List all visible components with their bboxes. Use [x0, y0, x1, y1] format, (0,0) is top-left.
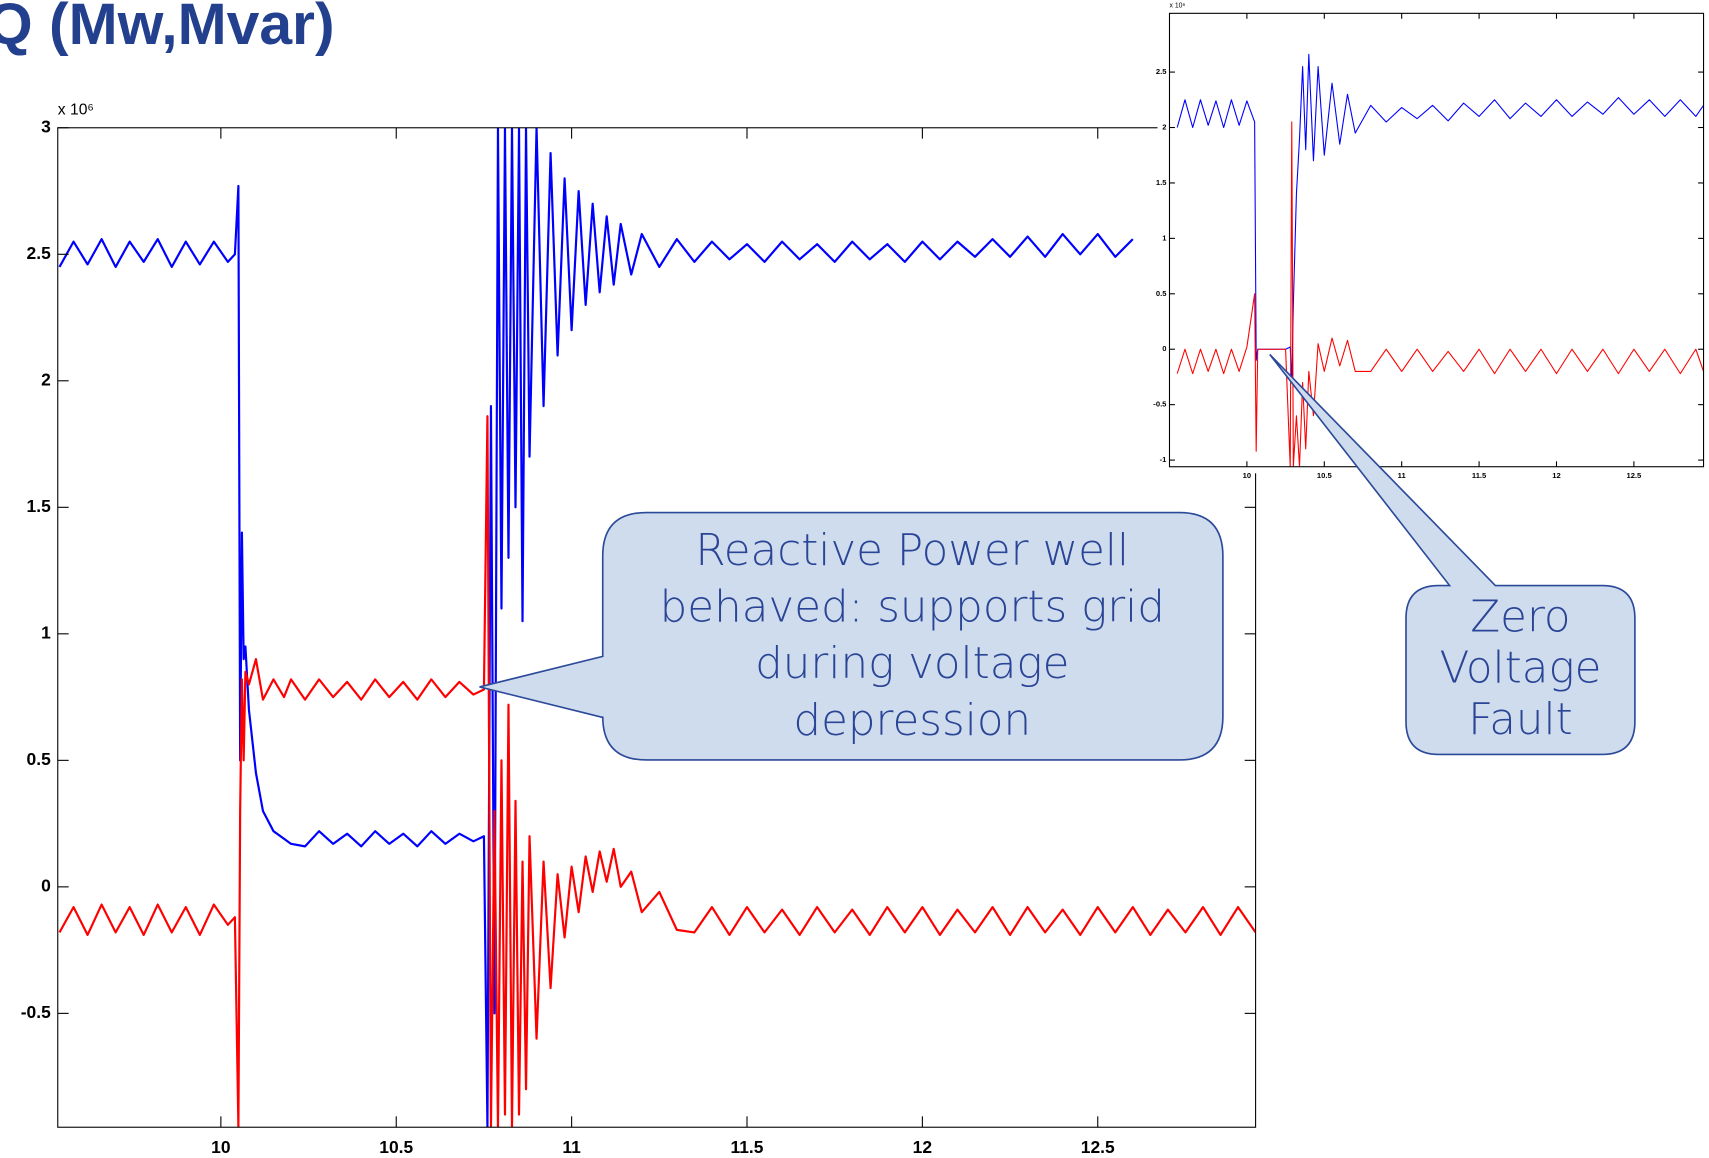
y-tick-label: 2.5	[27, 243, 52, 263]
main-chart: 10 10.5 11 11.5 12 12.5-0.500.511.522.53x 10⁶	[21, 101, 1257, 1157]
x-tick-label: 11.5	[1472, 471, 1487, 480]
y-scale-label: x 10⁶	[1169, 3, 1185, 10]
slide-title: Q (Mw,Mvar)	[0, 0, 335, 57]
inset-chart: 10 10.5 11 11.5 12 12.5-1-0.500.511.522.5x 10…	[1153, 3, 1705, 480]
inset-background	[1157, 0, 1709, 474]
y-tick-label: 2.5	[1156, 67, 1167, 76]
y-tick-label: 1.5	[27, 496, 52, 516]
data-line	[58, 415, 1256, 1128]
data-line	[1176, 121, 1704, 467]
x-tick-label: 12	[913, 1137, 932, 1157]
y-tick-label: 0.5	[27, 749, 52, 769]
y-scale-label: x 10⁶	[58, 101, 94, 118]
axes-frame	[1168, 12, 1705, 468]
y-tick-label: 2	[41, 369, 51, 389]
callout-text: Fault	[1468, 695, 1573, 745]
x-tick-label: 10.5	[1317, 471, 1333, 480]
x-tick-label: 12.5	[1626, 471, 1642, 480]
annotations: Reactive Power well behaved: supports gri…	[660, 526, 1602, 746]
callout-text: behaved: supports grid	[660, 583, 1165, 633]
y-tick-label: 2	[1162, 123, 1166, 132]
data-line	[1176, 53, 1704, 384]
y-tick-label: -0.5	[21, 1002, 51, 1022]
x-tick-label: 10.5	[379, 1137, 413, 1157]
data-line	[58, 127, 1134, 1128]
callout-text: depression	[793, 696, 1031, 746]
y-tick-label: 0	[41, 875, 51, 895]
y-tick-label: 1	[41, 622, 51, 642]
x-tick-label: 12.5	[1081, 1137, 1115, 1157]
x-tick-label: 10	[211, 1137, 230, 1157]
callout-bubble	[1269, 353, 1636, 756]
x-tick-label: 11	[562, 1137, 581, 1157]
y-tick-label: -1	[1160, 455, 1168, 464]
y-tick-label: -0.5	[1153, 400, 1167, 409]
y-tick-label: 1	[1162, 233, 1167, 242]
callout-text: during voltage	[755, 639, 1069, 689]
axes-frame	[57, 127, 1257, 1128]
y-tick-label: 0.5	[1156, 289, 1167, 298]
x-tick-label: 10	[1243, 471, 1251, 480]
x-tick-label: 12	[1552, 471, 1560, 480]
y-tick-label: 3	[41, 116, 51, 136]
x-tick-label: 11.5	[731, 1137, 764, 1157]
callout-bubble	[479, 511, 1224, 761]
callout-text: Zero	[1470, 592, 1570, 642]
y-tick-label: 1.5	[1156, 178, 1167, 187]
callout-text: Reactive Power well	[695, 526, 1129, 576]
callout-text: Voltage	[1439, 644, 1601, 694]
x-tick-label: 11	[1398, 471, 1407, 480]
y-tick-label: 0	[1162, 344, 1166, 353]
